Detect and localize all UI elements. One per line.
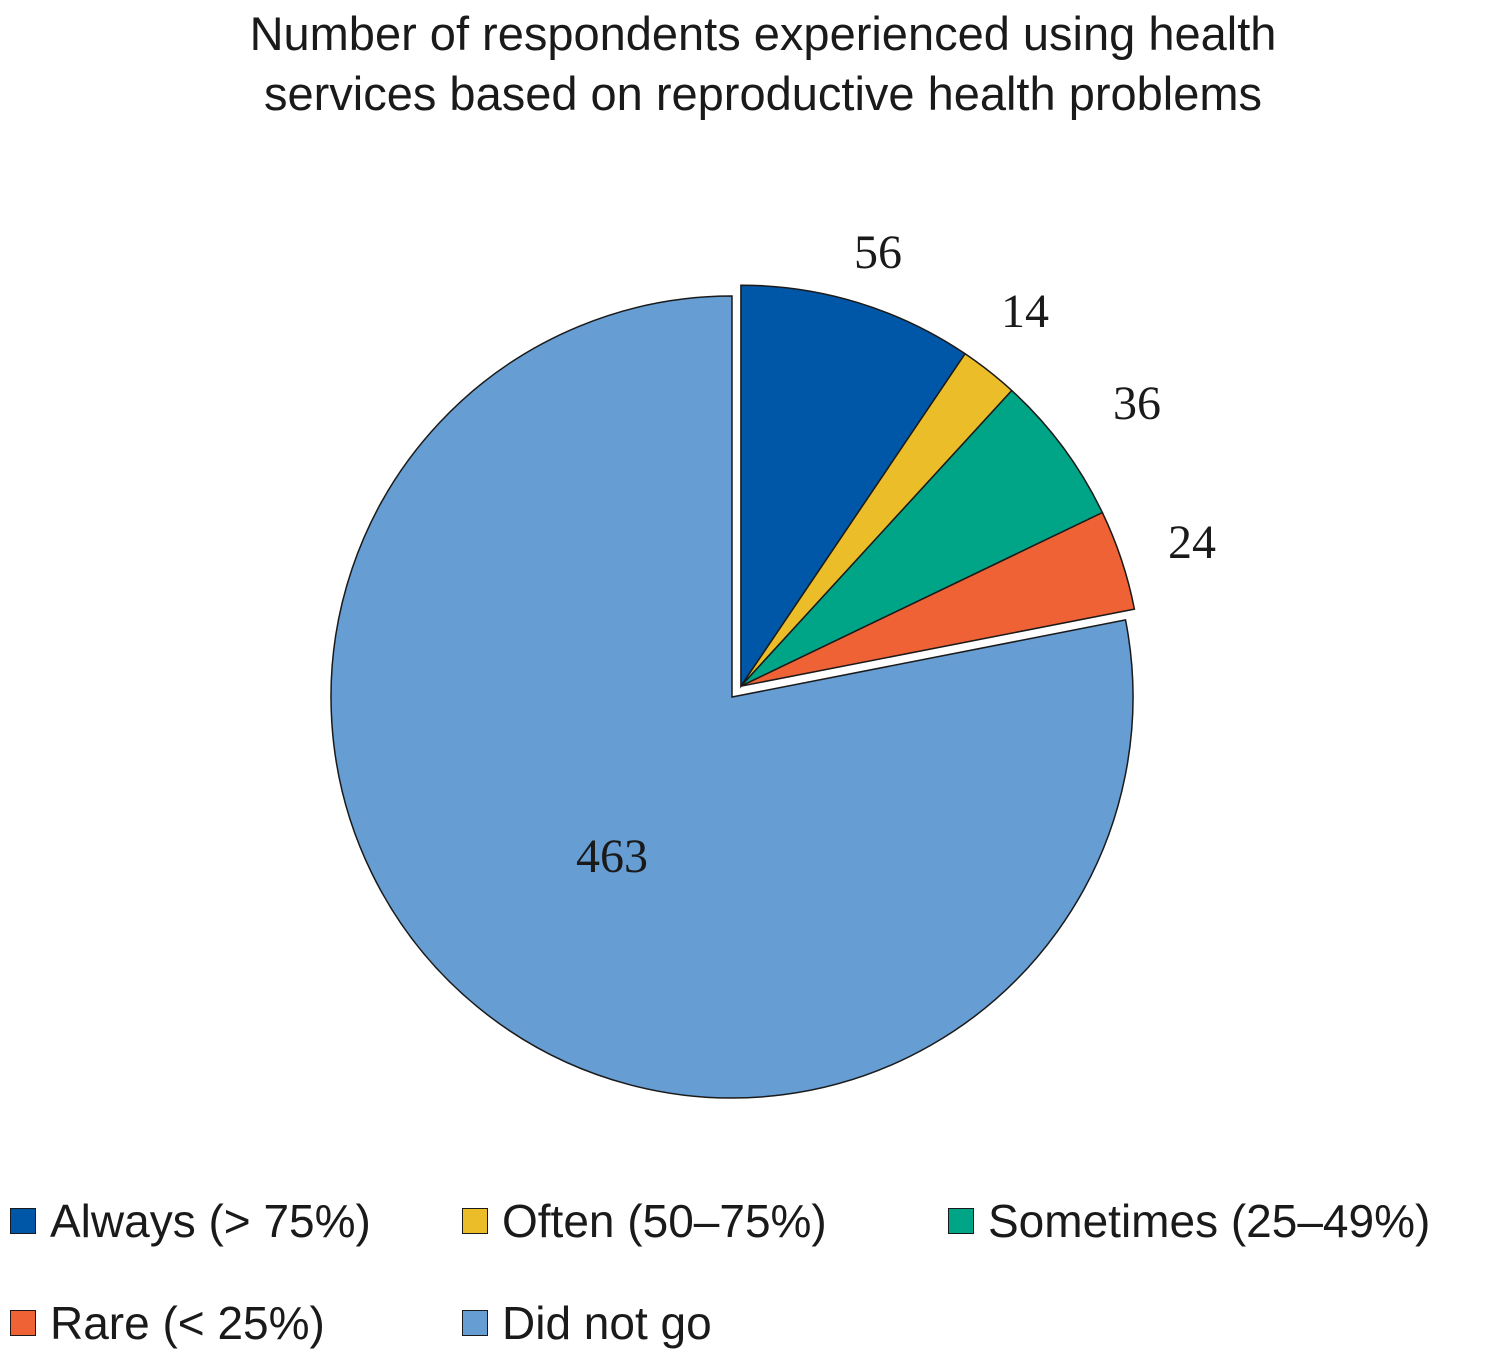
pie-slice-did-not-go: [330, 295, 1134, 1099]
pie-slice-sometimes-25-49: [740, 389, 1104, 687]
pie-data-labels: 56 14 36 24 463: [576, 226, 1216, 883]
data-label-often-50-75: 14: [1001, 285, 1049, 338]
data-label-did-not-go: 463: [576, 830, 648, 883]
data-label-rare-25: 24: [1168, 516, 1216, 569]
pie-slice-always-75: [740, 284, 967, 689]
data-label-sometimes-25-49: 36: [1113, 377, 1161, 430]
data-label-always-75: 56: [854, 226, 902, 279]
chart-title: Number of respondents experienced using …: [249, 7, 1277, 120]
pie-slice-rare-25: [740, 511, 1136, 687]
pie-slices: [330, 284, 1136, 1099]
